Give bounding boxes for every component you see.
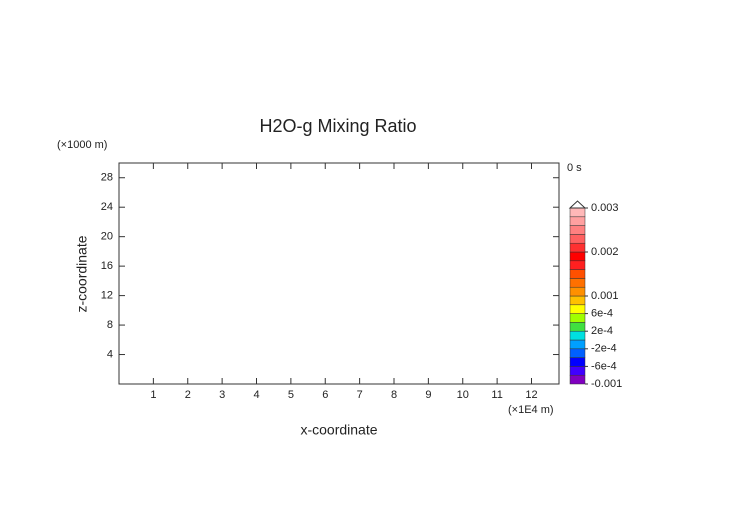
x-unit: (×1E4 m) [508,404,554,416]
colorbar-band [569,207,586,218]
y-tick-label: 24 [101,201,113,213]
colorbar-band [569,322,586,332]
colorbar-band [569,304,586,314]
x-tick-label: 3 [219,389,225,401]
colorbar-tick-label: 6e-4 [591,308,613,320]
colorbar-band [569,278,586,288]
colorbar-band [569,242,586,253]
colorbar-tick-label: 0.002 [591,246,619,258]
x-tick-label: 10 [457,389,469,401]
colorbar-tick-label: -0.001 [591,378,622,390]
x-tick-label: 8 [391,389,397,401]
colorbar-tick-label: -2e-4 [591,343,617,355]
time-label: 0 s [567,162,582,174]
colorbar-band [569,374,586,385]
colorbar-band [569,366,586,376]
y-unit: (×1000 m) [57,139,107,151]
colorbar-band [569,234,586,244]
colorbar-band [569,313,586,323]
x-tick-label: 2 [185,389,191,401]
plot-frame [118,162,560,385]
colorbar-extend [568,200,587,209]
x-tick-label: 7 [357,389,363,401]
colorbar-band [569,295,586,306]
colorbar-tick-label: -6e-4 [591,360,617,372]
x-tick-label: 5 [288,389,294,401]
colorbar-tick-label: 0.001 [591,290,619,302]
colorbar-band [569,330,586,341]
colorbar-band [569,251,586,262]
colorbar-band [569,225,586,235]
y-axis-label: z-coordinate [74,235,90,312]
x-tick-label: 11 [491,389,502,401]
chart-title: H2O-g Mixing Ratio [259,116,416,136]
y-tick-label: 28 [101,172,113,184]
y-tick-label: 8 [107,319,113,331]
y-tick-label: 4 [107,348,113,360]
colorbar-tick-label: 0.003 [591,202,619,214]
x-tick-label: 6 [322,389,328,401]
colorbar-band [569,357,586,367]
colorbar-band [569,269,586,279]
x-axis-label: x-coordinate [300,422,377,438]
y-tick-label: 16 [101,260,113,272]
x-tick-label: 9 [425,389,431,401]
colorbar-tick-label: 2e-4 [591,325,613,337]
colorbar-band [569,348,586,358]
colorbar-band [569,216,586,226]
x-tick-label: 4 [253,389,259,401]
y-tick-label: 20 [101,231,113,243]
colorbar-band [569,339,586,350]
x-tick-label: 12 [525,389,537,401]
colorbar-band [569,286,586,297]
x-tick-label: 1 [150,389,156,401]
colorbar-band [569,260,586,270]
y-tick-label: 12 [101,290,113,302]
